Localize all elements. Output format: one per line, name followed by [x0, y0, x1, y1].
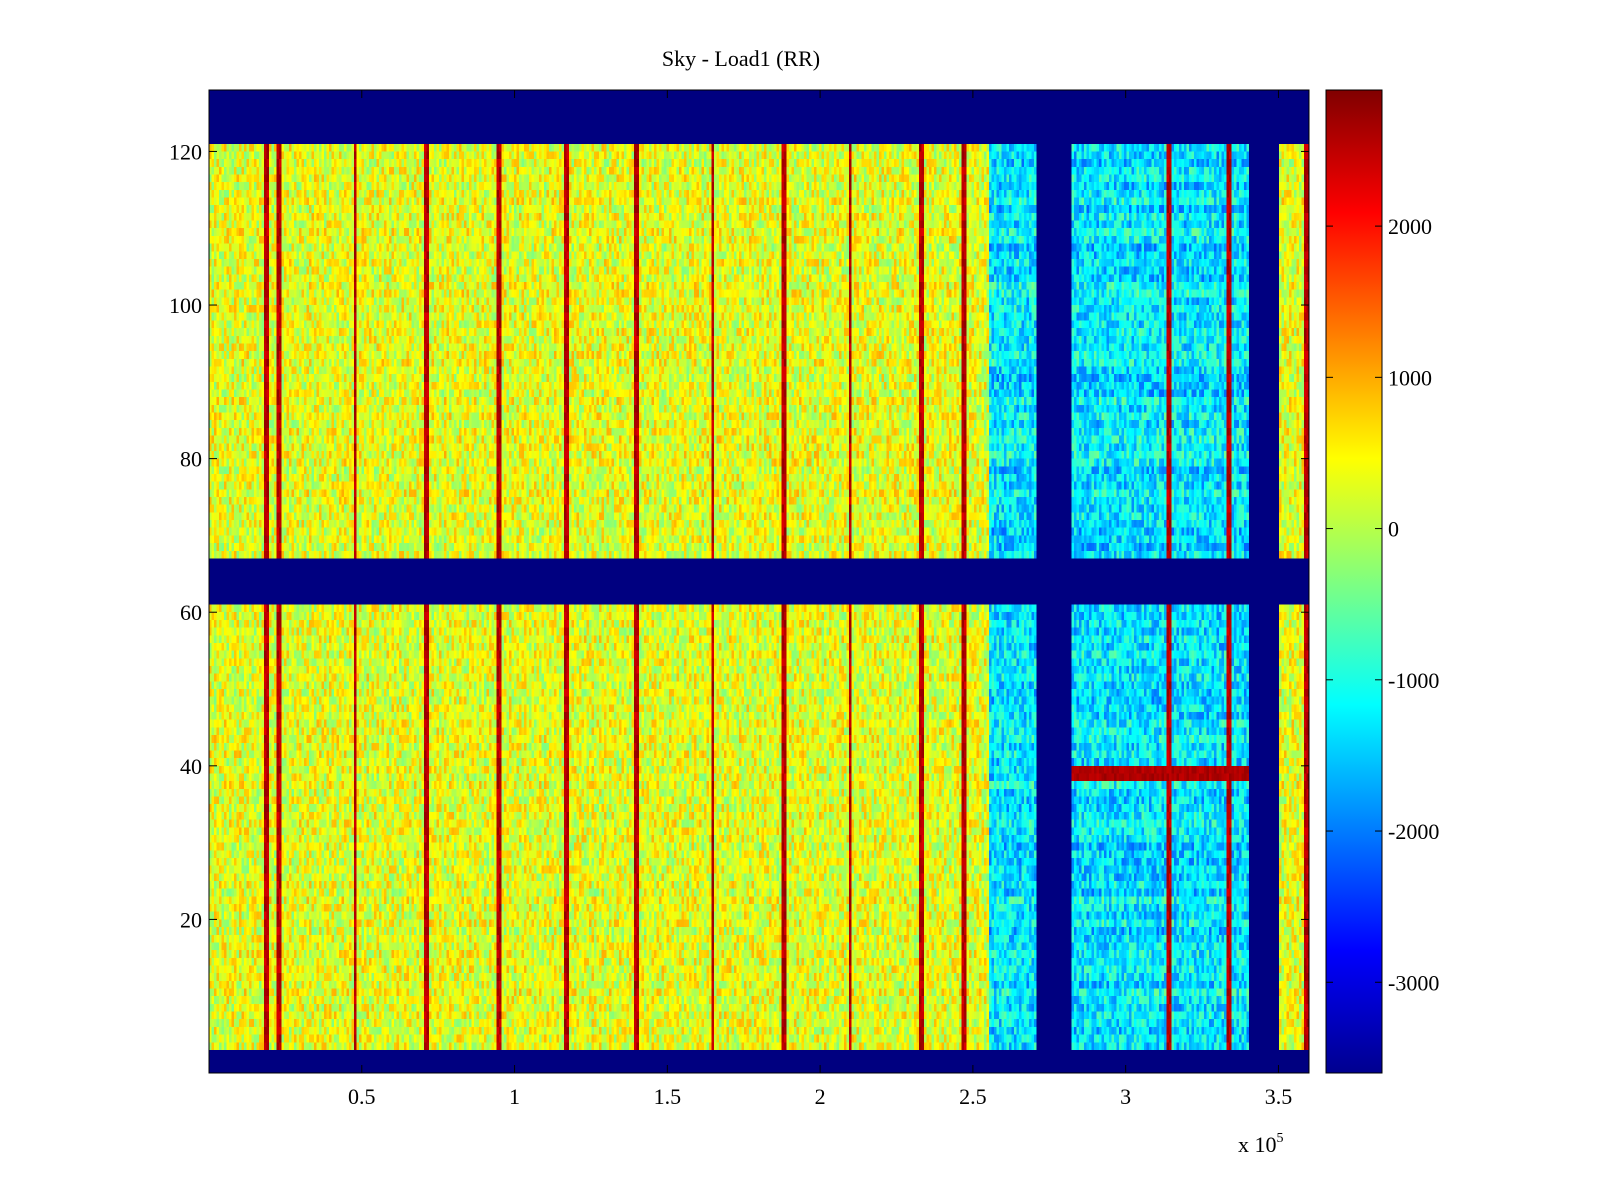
x-tick-label: 2.5 — [959, 1084, 987, 1109]
y-tick-label: 60 — [180, 600, 202, 625]
x-tick-label: 0.5 — [348, 1084, 376, 1109]
x-tick-label: 3 — [1120, 1084, 1131, 1109]
colorbar — [1325, 89, 1383, 1074]
x-tick-label: 3.5 — [1265, 1084, 1293, 1109]
colorbar-tick-label: -3000 — [1388, 970, 1439, 995]
colorbar-tick-label: -1000 — [1388, 668, 1439, 693]
x-tick-label: 1.5 — [654, 1084, 682, 1109]
x-tick-label: 2 — [815, 1084, 826, 1109]
y-tick-label: 40 — [180, 754, 202, 779]
y-tick-label: 80 — [180, 447, 202, 472]
colorbar-tick-label: 1000 — [1388, 365, 1432, 390]
x-multiplier-base: x 10 — [1238, 1132, 1277, 1157]
y-tick-label: 120 — [169, 139, 202, 164]
colorbar-tick-label: 2000 — [1388, 214, 1432, 239]
colorbar-tick-label: -2000 — [1388, 819, 1439, 844]
x-multiplier-label: x 105 — [1238, 1131, 1284, 1157]
x-tick-label: 1 — [509, 1084, 520, 1109]
y-axis: 20 40 60 80 100 120 — [169, 139, 1309, 932]
y-tick-label: 100 — [169, 293, 202, 318]
plot-frame — [208, 89, 1310, 1074]
x-multiplier-exponent: 5 — [1277, 1131, 1284, 1146]
colorbar-axis: -3000 -2000 -1000 0 1000 2000 — [1326, 214, 1439, 995]
plot-area — [208, 89, 1310, 1074]
colorbar-tick-label: 0 — [1388, 517, 1399, 542]
y-tick-label: 20 — [180, 907, 202, 932]
heatmap-image — [209, 90, 1309, 1073]
chart-title: Sky - Load1 (RR) — [662, 46, 820, 71]
x-axis: 0.5 1 1.5 2 2.5 3 3.5 — [348, 90, 1292, 1109]
